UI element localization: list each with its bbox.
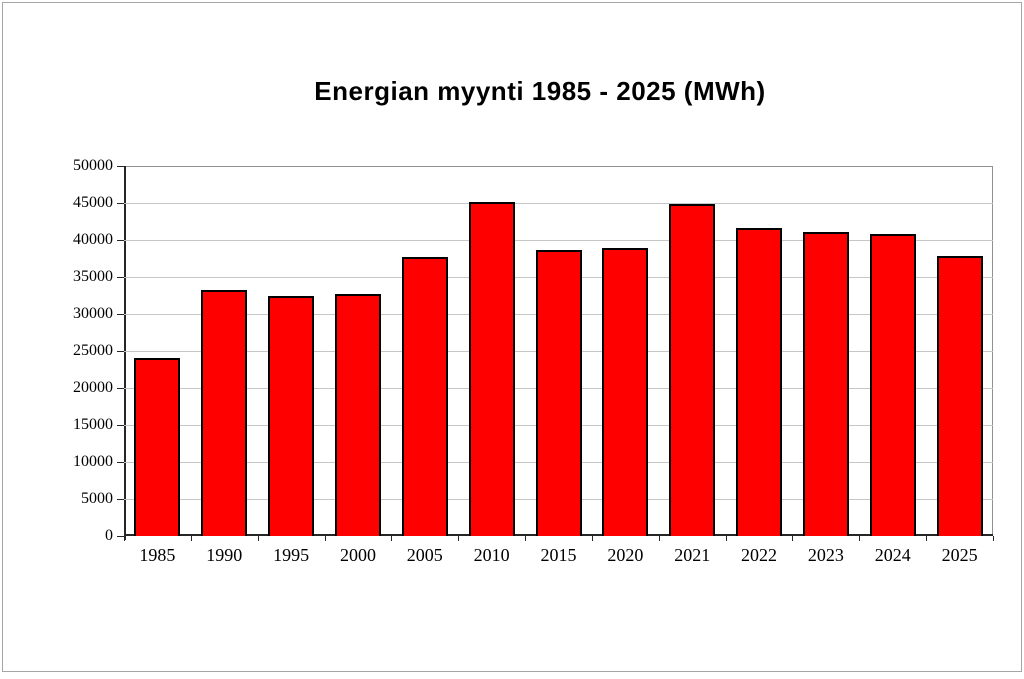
y-axis-tick-30000 bbox=[117, 313, 124, 315]
bar-2024 bbox=[869, 234, 916, 536]
x-axis-tick bbox=[525, 536, 527, 541]
y-axis-tick-45000 bbox=[117, 202, 124, 204]
x-axis-tick bbox=[591, 536, 593, 541]
x-axis-tick bbox=[859, 536, 861, 541]
y-axis-tick-label: 25000 bbox=[73, 342, 113, 359]
bar-2025 bbox=[936, 256, 983, 536]
x-axis-tick bbox=[658, 536, 660, 541]
x-axis-tick bbox=[190, 536, 192, 541]
x-axis-tick-label: 2024 bbox=[874, 545, 911, 565]
y-axis-tick-label: 40000 bbox=[73, 231, 113, 248]
chart-title: Energian myynti 1985 - 2025 (MWh) bbox=[314, 76, 766, 106]
y-axis-tick-50000 bbox=[117, 165, 124, 167]
y-axis-tick-15000 bbox=[117, 424, 124, 426]
x-axis-tick-label: 2020 bbox=[607, 545, 644, 565]
bar-2020 bbox=[602, 248, 649, 536]
x-axis-tick-label: 2010 bbox=[473, 545, 510, 565]
x-axis-tick bbox=[725, 536, 727, 541]
x-axis-tick bbox=[792, 536, 794, 541]
y-axis-tick-10000 bbox=[117, 461, 124, 463]
y-axis-tick-20000 bbox=[117, 387, 124, 389]
x-axis-tick-label: 2023 bbox=[807, 545, 844, 565]
x-axis-tick bbox=[391, 536, 393, 541]
y-axis-tick-label: 20000 bbox=[73, 379, 113, 396]
x-axis-tick bbox=[257, 536, 259, 541]
gridline-45000 bbox=[124, 202, 993, 204]
bar-2015 bbox=[535, 250, 582, 536]
x-axis-tick bbox=[124, 536, 125, 541]
bar-1995 bbox=[268, 296, 315, 536]
y-axis-tick-35000 bbox=[117, 276, 124, 278]
bar-1990 bbox=[201, 290, 248, 536]
x-axis-tick bbox=[993, 536, 994, 541]
x-axis-tick bbox=[458, 536, 460, 541]
bar-2010 bbox=[468, 202, 515, 536]
y-axis-tick-0 bbox=[117, 535, 124, 537]
x-axis-tick-label: 2005 bbox=[406, 545, 443, 565]
y-axis-tick-label: 45000 bbox=[73, 194, 113, 211]
x-axis-tick-label: 2015 bbox=[540, 545, 577, 565]
y-axis-tick-25000 bbox=[117, 350, 124, 352]
y-axis-tick-label: 50000 bbox=[73, 157, 113, 174]
x-axis-tick bbox=[324, 536, 326, 541]
x-axis-tick-label: 1985 bbox=[139, 545, 176, 565]
x-axis-tick-label: 2022 bbox=[741, 545, 778, 565]
x-axis-tick bbox=[926, 536, 928, 541]
plot-area: 0 5000 10000 15000 20000 25000 30000 35000 40000… bbox=[73, 158, 994, 565]
y-axis-tick-label: 35000 bbox=[73, 268, 113, 285]
bar-2023 bbox=[802, 231, 849, 536]
bar-2000 bbox=[334, 294, 381, 536]
bar-1985 bbox=[134, 357, 181, 536]
y-axis-tick-label: 15000 bbox=[73, 416, 113, 433]
y-axis-line bbox=[124, 166, 126, 540]
x-axis-tick-label: 1990 bbox=[206, 545, 243, 565]
gridline-40000 bbox=[124, 239, 993, 241]
bar-2005 bbox=[401, 257, 448, 536]
y-axis-tick-label: 0 bbox=[105, 527, 113, 544]
y-axis-tick-label: 10000 bbox=[73, 453, 113, 470]
y-axis-tick-5000 bbox=[117, 498, 124, 500]
x-axis-tick-label: 2025 bbox=[941, 545, 978, 565]
x-axis-tick-label: 2000 bbox=[339, 545, 376, 565]
x-axis-tick-label: 2021 bbox=[674, 545, 711, 565]
y-axis-tick-40000 bbox=[117, 239, 124, 241]
bar-2022 bbox=[736, 228, 783, 536]
y-axis-tick-label: 5000 bbox=[81, 490, 113, 507]
bar-2021 bbox=[669, 204, 716, 536]
x-axis-tick-label: 1995 bbox=[273, 545, 310, 565]
plot-frame-top bbox=[124, 166, 993, 167]
y-axis-tick-label: 30000 bbox=[73, 305, 113, 322]
